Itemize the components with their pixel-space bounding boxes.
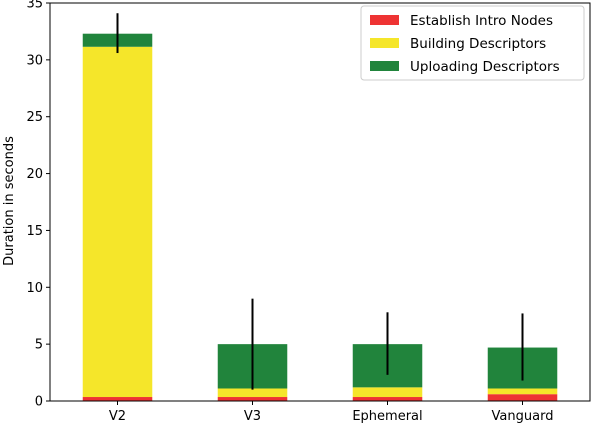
- bar-segment-vanguard-series-1: [487, 388, 558, 395]
- bar-segment-v2-series-1: [82, 46, 153, 398]
- legend-frame: [360, 5, 585, 81]
- bars-layer: [82, 33, 558, 401]
- legend-label-0: Establish Intro Nodes: [410, 13, 553, 29]
- axes-layer: 0 5 10 15 20 25 30 35 V2 V3 Ephemeral Vanguard: [26, 0, 591, 424]
- error-bars-layer: [116, 13, 524, 390]
- x-tick-label-v2: V2: [109, 409, 126, 424]
- legend-swatch-1: [370, 38, 399, 48]
- bar-segment-v3-series-1: [217, 388, 288, 398]
- y-tick-label-20: 20: [26, 167, 43, 182]
- legend-swatch-2: [370, 61, 399, 71]
- x-tick-label-ephemeral: Ephemeral: [352, 409, 422, 424]
- y-tick-label-10: 10: [26, 281, 43, 296]
- legend-label-1: Building Descriptors: [410, 36, 546, 52]
- bar-segment-v2-series-0: [82, 397, 153, 401]
- x-tick-label-v3: V3: [244, 409, 261, 424]
- bar-segment-v3-series-0: [217, 397, 288, 401]
- x-tick-label-vanguard: Vanguard: [492, 409, 554, 424]
- bar-segment-ephemeral-series-0: [352, 397, 423, 401]
- bar-segment-ephemeral-series-1: [352, 387, 423, 398]
- legend-label-2: Uploading Descriptors: [410, 59, 560, 75]
- y-tick-label-15: 15: [26, 224, 43, 239]
- bar-segment-vanguard-series-0: [487, 394, 558, 401]
- legend-swatch-0: [370, 15, 399, 25]
- plot-frame: [49, 2, 591, 402]
- y-tick-label-25: 25: [26, 110, 43, 125]
- y-tick-label-0: 0: [35, 395, 43, 410]
- y-tick-label-30: 30: [26, 53, 43, 68]
- y-tick-label-5: 5: [35, 338, 43, 353]
- legend: Establish Intro Nodes Building Descriptor…: [360, 5, 585, 81]
- y-tick-label-35: 35: [26, 0, 43, 12]
- y-axis-label: Duration in seconds: [2, 136, 17, 266]
